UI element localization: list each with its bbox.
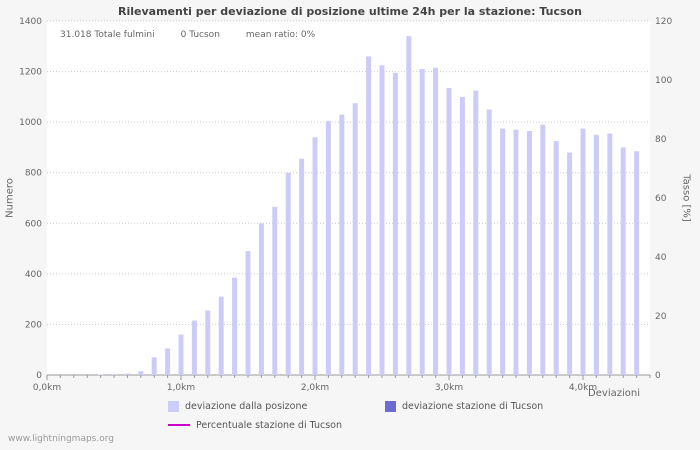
svg-text:0: 0 — [36, 371, 42, 381]
legend: deviazione dalla posizone deviazione sta… — [168, 398, 543, 436]
site-credit: www.lightningmaps.org — [8, 434, 114, 444]
legend-swatch-station-deviation — [385, 400, 396, 412]
legend-swatch-station-percentage — [168, 424, 190, 426]
svg-text:100: 100 — [655, 76, 672, 86]
svg-text:120: 120 — [655, 17, 672, 27]
svg-text:0: 0 — [655, 371, 661, 381]
legend-row-2: Percentuale stazione di Tucson — [168, 417, 543, 433]
stats-row: 31.018 Totale fulmini 0 Tucson mean rati… — [60, 30, 315, 40]
svg-text:20: 20 — [655, 312, 667, 322]
legend-label-station-deviation: deviazione stazione di Tucson — [402, 400, 544, 412]
legend-swatch-position-deviation — [168, 400, 179, 412]
stat-mean-ratio: mean ratio: 0% — [245, 30, 316, 40]
svg-text:2,0km: 2,0km — [301, 383, 329, 393]
svg-text:4,0km: 4,0km — [569, 383, 597, 393]
svg-text:1,0km: 1,0km — [167, 383, 195, 393]
legend-item-station-deviation: deviazione stazione di Tucson — [385, 400, 544, 412]
chart-title: Rilevamenti per deviazione di posizione … — [118, 5, 582, 18]
svg-text:200: 200 — [25, 320, 42, 330]
svg-text:1200: 1200 — [19, 68, 42, 78]
svg-text:60: 60 — [655, 194, 667, 204]
stat-total-strikes: 31.018 Totale fulmini — [60, 30, 155, 40]
stat-station-count: 0 Tucson — [180, 30, 220, 40]
y-axis-left-label: Numero — [4, 178, 16, 218]
legend-item-position-deviation: deviazione dalla posizone — [168, 400, 385, 412]
svg-text:0,0km: 0,0km — [33, 383, 61, 393]
y-axis-right-label: Tasso [%] — [680, 174, 692, 222]
svg-text:80: 80 — [655, 135, 667, 145]
legend-row-1: deviazione dalla posizone deviazione sta… — [168, 398, 543, 414]
svg-text:800: 800 — [25, 169, 42, 179]
svg-text:40: 40 — [655, 253, 667, 263]
x-axis-label: Deviazioni — [588, 388, 640, 399]
svg-text:600: 600 — [25, 219, 42, 229]
svg-text:400: 400 — [25, 270, 42, 280]
svg-text:1400: 1400 — [19, 17, 42, 27]
legend-label-position-deviation: deviazione dalla posizone — [185, 400, 308, 412]
legend-label-station-percentage: Percentuale stazione di Tucson — [196, 419, 342, 431]
svg-text:3,0km: 3,0km — [435, 383, 463, 393]
svg-text:1000: 1000 — [19, 118, 42, 128]
legend-item-station-percentage: Percentuale stazione di Tucson — [168, 420, 342, 431]
